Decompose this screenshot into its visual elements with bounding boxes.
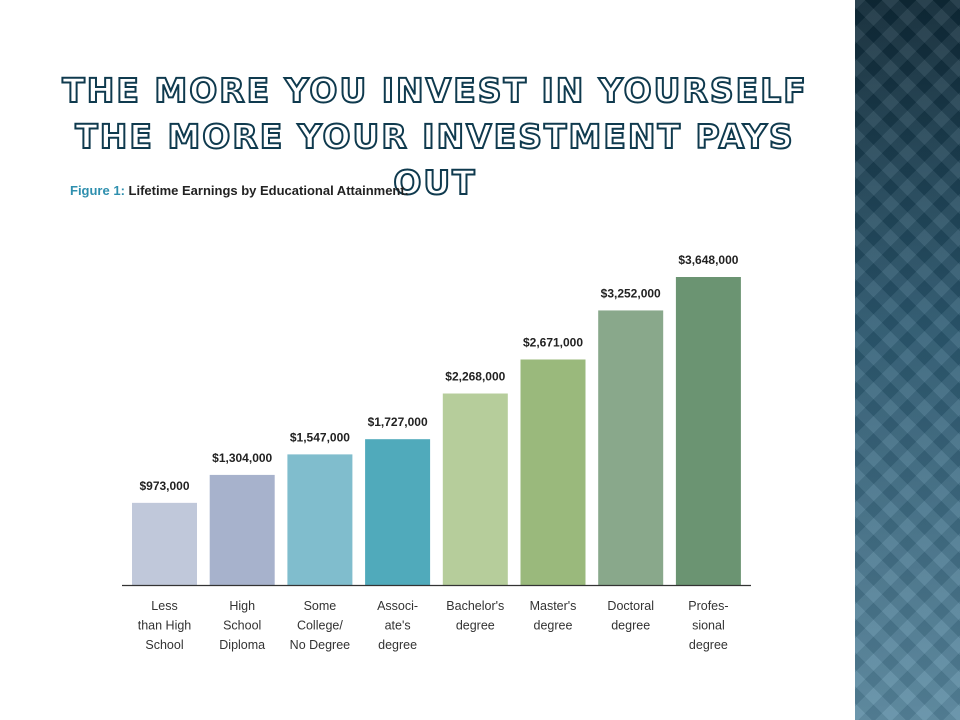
figure-caption: Figure 1: Lifetime Earnings by Education… (70, 183, 408, 198)
value-label-3: $1,727,000 (368, 415, 428, 429)
value-label-7: $3,648,000 (678, 253, 738, 267)
slide-title: The more you invest in yourself the more… (61, 70, 808, 203)
decorative-side-panel (855, 0, 960, 720)
category-label-1: High School Diploma (219, 599, 265, 652)
value-label-4: $2,268,000 (445, 370, 505, 384)
bar-5 (520, 359, 586, 585)
value-label-0: $973,000 (139, 479, 189, 493)
bar-0 (132, 502, 197, 585)
category-label-6: Doctoral degree (607, 599, 654, 633)
category-label-2: Some College/No Degree (290, 599, 350, 652)
value-label-2: $1,547,000 (290, 430, 350, 444)
category-label-0: Less than High School (138, 599, 192, 652)
value-label-6: $3,252,000 (601, 286, 661, 300)
figure-caption-text: Lifetime Earnings by Educational Attainm… (128, 183, 409, 198)
figure-label: Figure 1: (70, 183, 125, 198)
category-label-7: Profes-sional degree (688, 599, 728, 652)
category-label-5: Master's degree (530, 599, 577, 633)
bar-1 (209, 474, 275, 585)
bar-4 (442, 393, 508, 585)
bar-7 (675, 277, 741, 585)
bar-2 (287, 454, 353, 585)
bar-6 (598, 310, 664, 585)
value-label-1: $1,304,000 (212, 451, 272, 465)
bar-3 (365, 439, 431, 585)
category-label-3: Associ-ate's degree (377, 599, 418, 652)
value-label-5: $2,671,000 (523, 335, 583, 349)
category-label-4: Bachelor's degree (446, 599, 504, 633)
